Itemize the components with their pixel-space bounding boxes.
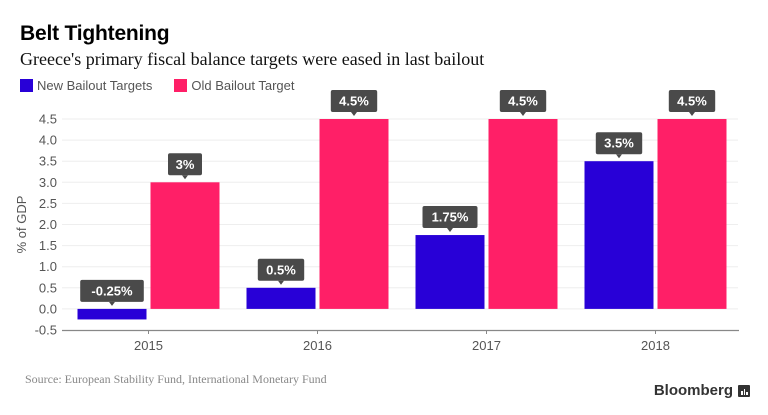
bar-old-2015 [150,182,220,309]
data-label: 1.75% [432,210,469,225]
y-tick-label: 3.5 [39,154,57,169]
legend-label-old: Old Bailout Target [191,78,295,93]
y-tick-label: 1.5 [39,238,57,253]
data-label-box [168,153,202,176]
data-label-pointer [182,175,188,180]
x-tick-label: 2018 [641,338,670,353]
data-label: 0.5% [266,262,296,277]
data-label: 4.5% [677,94,707,109]
legend: New Bailout Targets Old Bailout Target [20,78,316,93]
y-tick-label: 0.0 [39,301,57,316]
legend-swatch-old [174,79,188,92]
data-label-pointer [351,112,357,116]
y-axis-label: % of GDP [14,196,29,254]
data-label: 4.5% [339,94,369,109]
bar-new-2017 [415,235,485,309]
y-tick-label: 2.0 [39,217,57,232]
chart-title: Belt Tightening [20,22,170,45]
data-label: 4.5% [508,94,538,109]
legend-swatch-new [20,79,33,92]
data-label-pointer [278,280,284,285]
data-label: -0.25% [91,283,133,298]
data-label-box [422,206,478,229]
legend-item-old[interactable]: Old Bailout Target [174,78,294,93]
legend-label-new: New Bailout Targets [37,78,153,93]
bar-old-2018 [657,119,727,309]
y-tick-label: 0.5 [39,280,57,295]
data-label-box [595,132,643,155]
y-tick-label: 4.0 [39,133,57,148]
data-label-pointer [689,112,695,116]
x-tick-label: 2017 [472,338,501,353]
y-tick-label: 2.5 [39,196,57,211]
data-label-box [668,90,716,112]
data-label-box [499,90,547,112]
data-label-box [80,279,144,302]
y-tick-label: 1.0 [39,259,57,274]
bar-new-2015 [77,308,147,320]
data-label: 3% [176,157,195,172]
bar-new-2016 [246,287,316,309]
data-label-box [330,90,378,112]
data-label-pointer [520,112,526,116]
bar-new-2018 [584,161,654,309]
y-tick-label: 4.5 [39,112,57,127]
bar-old-2017 [488,119,558,309]
y-tick-label: -0.5 [35,323,57,338]
chart-subtitle: Greece's primary fiscal balance targets … [20,49,485,69]
x-tick-label: 2016 [303,338,332,353]
data-label: 3.5% [604,136,634,151]
data-label-pointer [616,154,622,159]
bar-old-2016 [319,119,389,309]
x-tick-label: 2015 [134,338,163,353]
brand-name: Bloomberg [653,382,733,399]
data-label-box [257,258,305,281]
source-note: Source: European Stability Fund, Interna… [25,372,327,386]
data-label-pointer [109,301,115,306]
bloomberg-chart-icon [738,384,750,397]
y-tick-label: 3.0 [39,175,57,190]
brand-logo: Bloomberg [654,382,750,399]
data-label-pointer [447,228,453,233]
legend-item-new[interactable]: New Bailout Targets [20,78,152,93]
